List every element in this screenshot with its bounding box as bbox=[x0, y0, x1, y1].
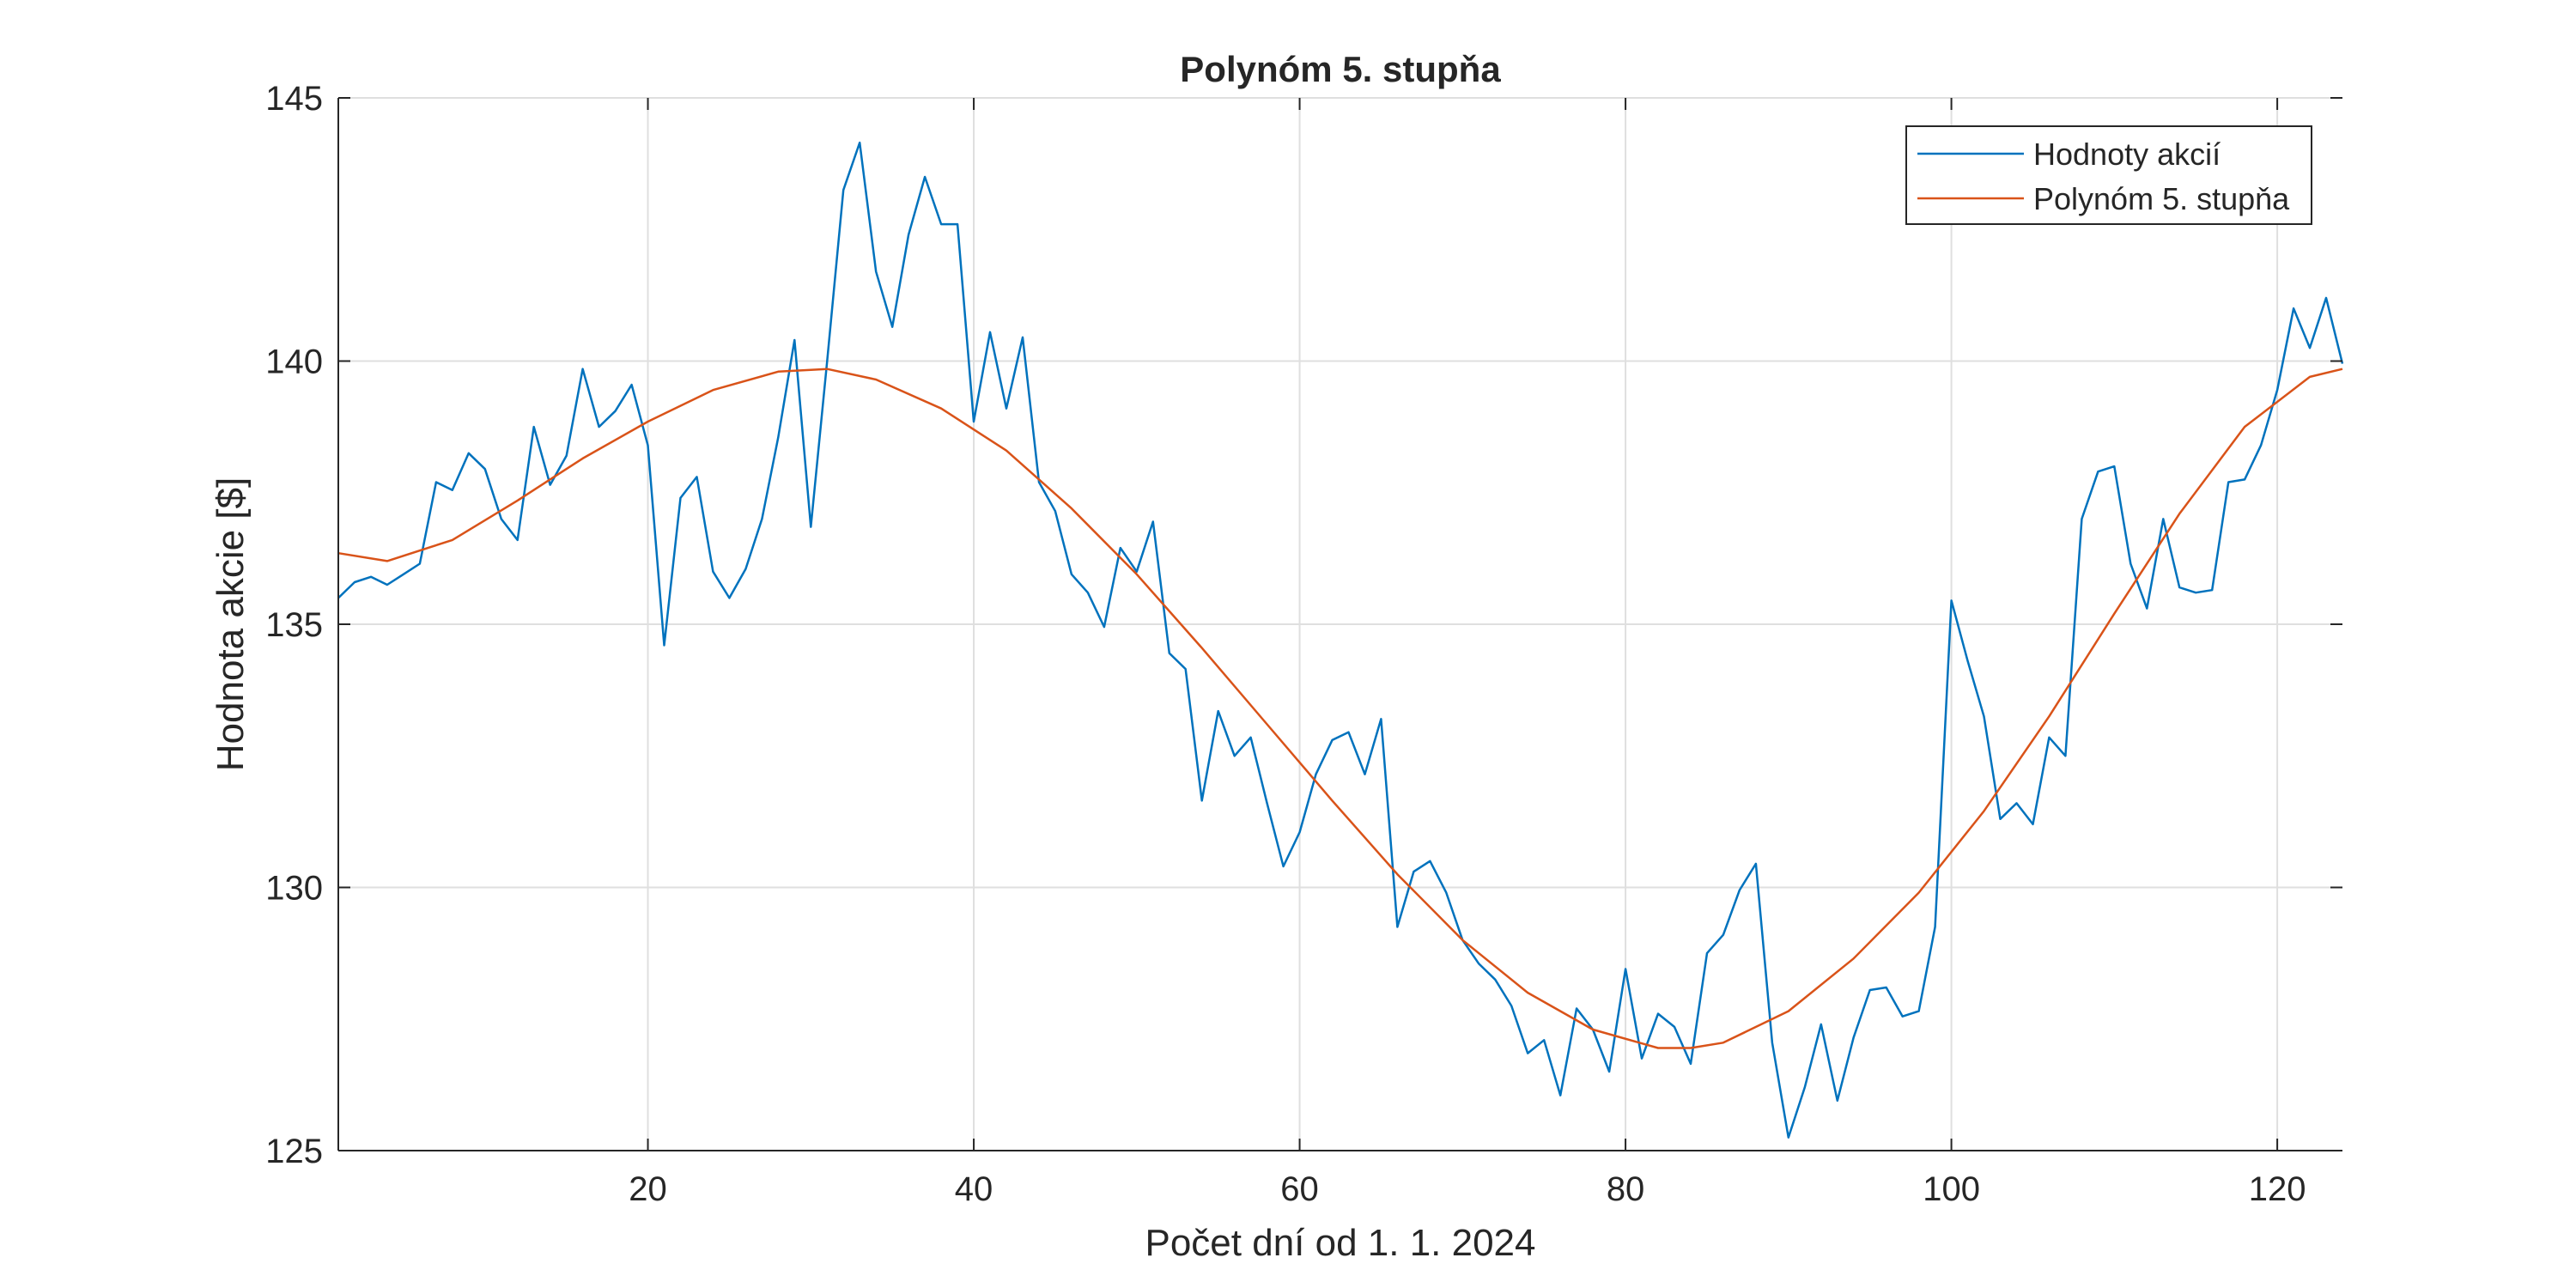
series-layer bbox=[337, 141, 2344, 1139]
x-tick-label: 120 bbox=[2249, 1170, 2306, 1208]
y-tick-label: 140 bbox=[265, 343, 323, 381]
legend: Hodnoty akcií Polynóm 5. stupňa bbox=[1905, 125, 2312, 225]
legend-label-1: Hodnoty akcií bbox=[2033, 137, 2221, 172]
y-tick-label: 130 bbox=[265, 870, 323, 908]
chart-title: Polynóm 5. stupňa bbox=[1180, 49, 1501, 89]
x-tick-label: 40 bbox=[955, 1170, 993, 1208]
y-tick-label: 145 bbox=[265, 80, 323, 118]
legend-label-2: Polynóm 5. stupňa bbox=[2033, 181, 2290, 216]
x-tick-label: 100 bbox=[1923, 1170, 1980, 1208]
series-line-1 bbox=[337, 141, 2344, 1139]
x-axis-label: Počet dní od 1. 1. 2024 bbox=[1145, 1222, 1535, 1264]
x-tick-label: 60 bbox=[1280, 1170, 1319, 1208]
axes: 20 40 60 80 100 120 125 130 135 140 145 bbox=[265, 80, 2342, 1208]
y-tick-label: 125 bbox=[265, 1133, 323, 1170]
legend-box bbox=[1905, 125, 2312, 225]
y-tick-label: 135 bbox=[265, 606, 323, 644]
x-tick-label: 80 bbox=[1607, 1170, 1645, 1208]
y-axis-label: Hodnota akcie [$] bbox=[210, 477, 252, 771]
series-line-2 bbox=[337, 368, 2343, 1049]
x-tick-label: 20 bbox=[629, 1170, 667, 1208]
